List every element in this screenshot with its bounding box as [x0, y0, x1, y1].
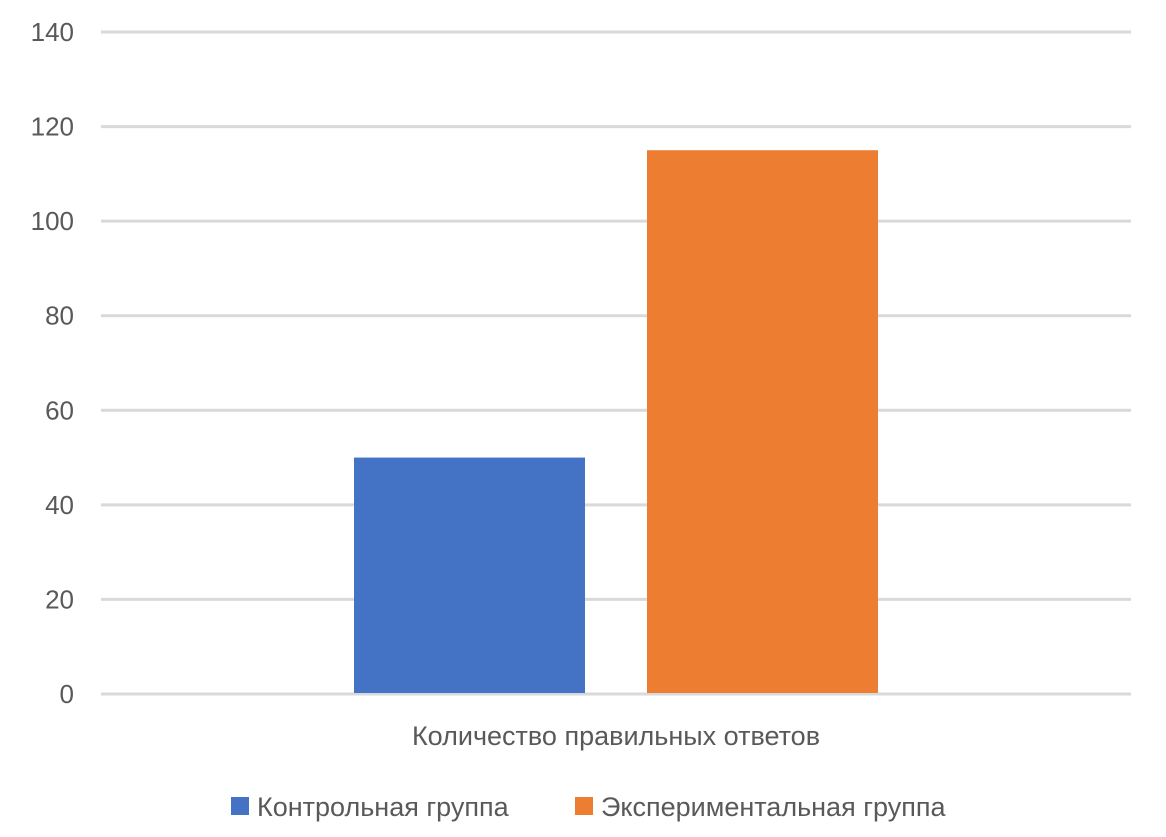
x-category-label: Количество правильных ответов [412, 721, 820, 751]
y-tick-label: 60 [45, 395, 74, 425]
legend-label-0: Контрольная группа [257, 792, 510, 822]
category-labels: Количество правильных ответов [412, 721, 820, 751]
y-axis-tick-labels: 0 20 40 60 80 100 120 140 [31, 17, 74, 709]
legend-label-1: Экспериментальная группа [601, 792, 946, 822]
y-tick-label: 80 [45, 301, 74, 331]
y-tick-label: 40 [45, 490, 74, 520]
legend-swatch-1 [575, 797, 593, 815]
legend-swatch-0 [231, 797, 249, 815]
bar-series-0-category-0 [354, 457, 585, 693]
y-tick-label: 20 [45, 584, 74, 614]
y-tick-label: 120 [31, 112, 74, 142]
bar-series-1-category-0 [647, 150, 878, 693]
legend: Контрольная группа Экспериментальная груп… [231, 792, 946, 822]
y-tick-label: 100 [31, 206, 74, 236]
bars [354, 150, 878, 693]
y-tick-label: 140 [31, 17, 74, 47]
gridlines [101, 30, 1131, 696]
y-tick-label: 0 [60, 679, 74, 709]
